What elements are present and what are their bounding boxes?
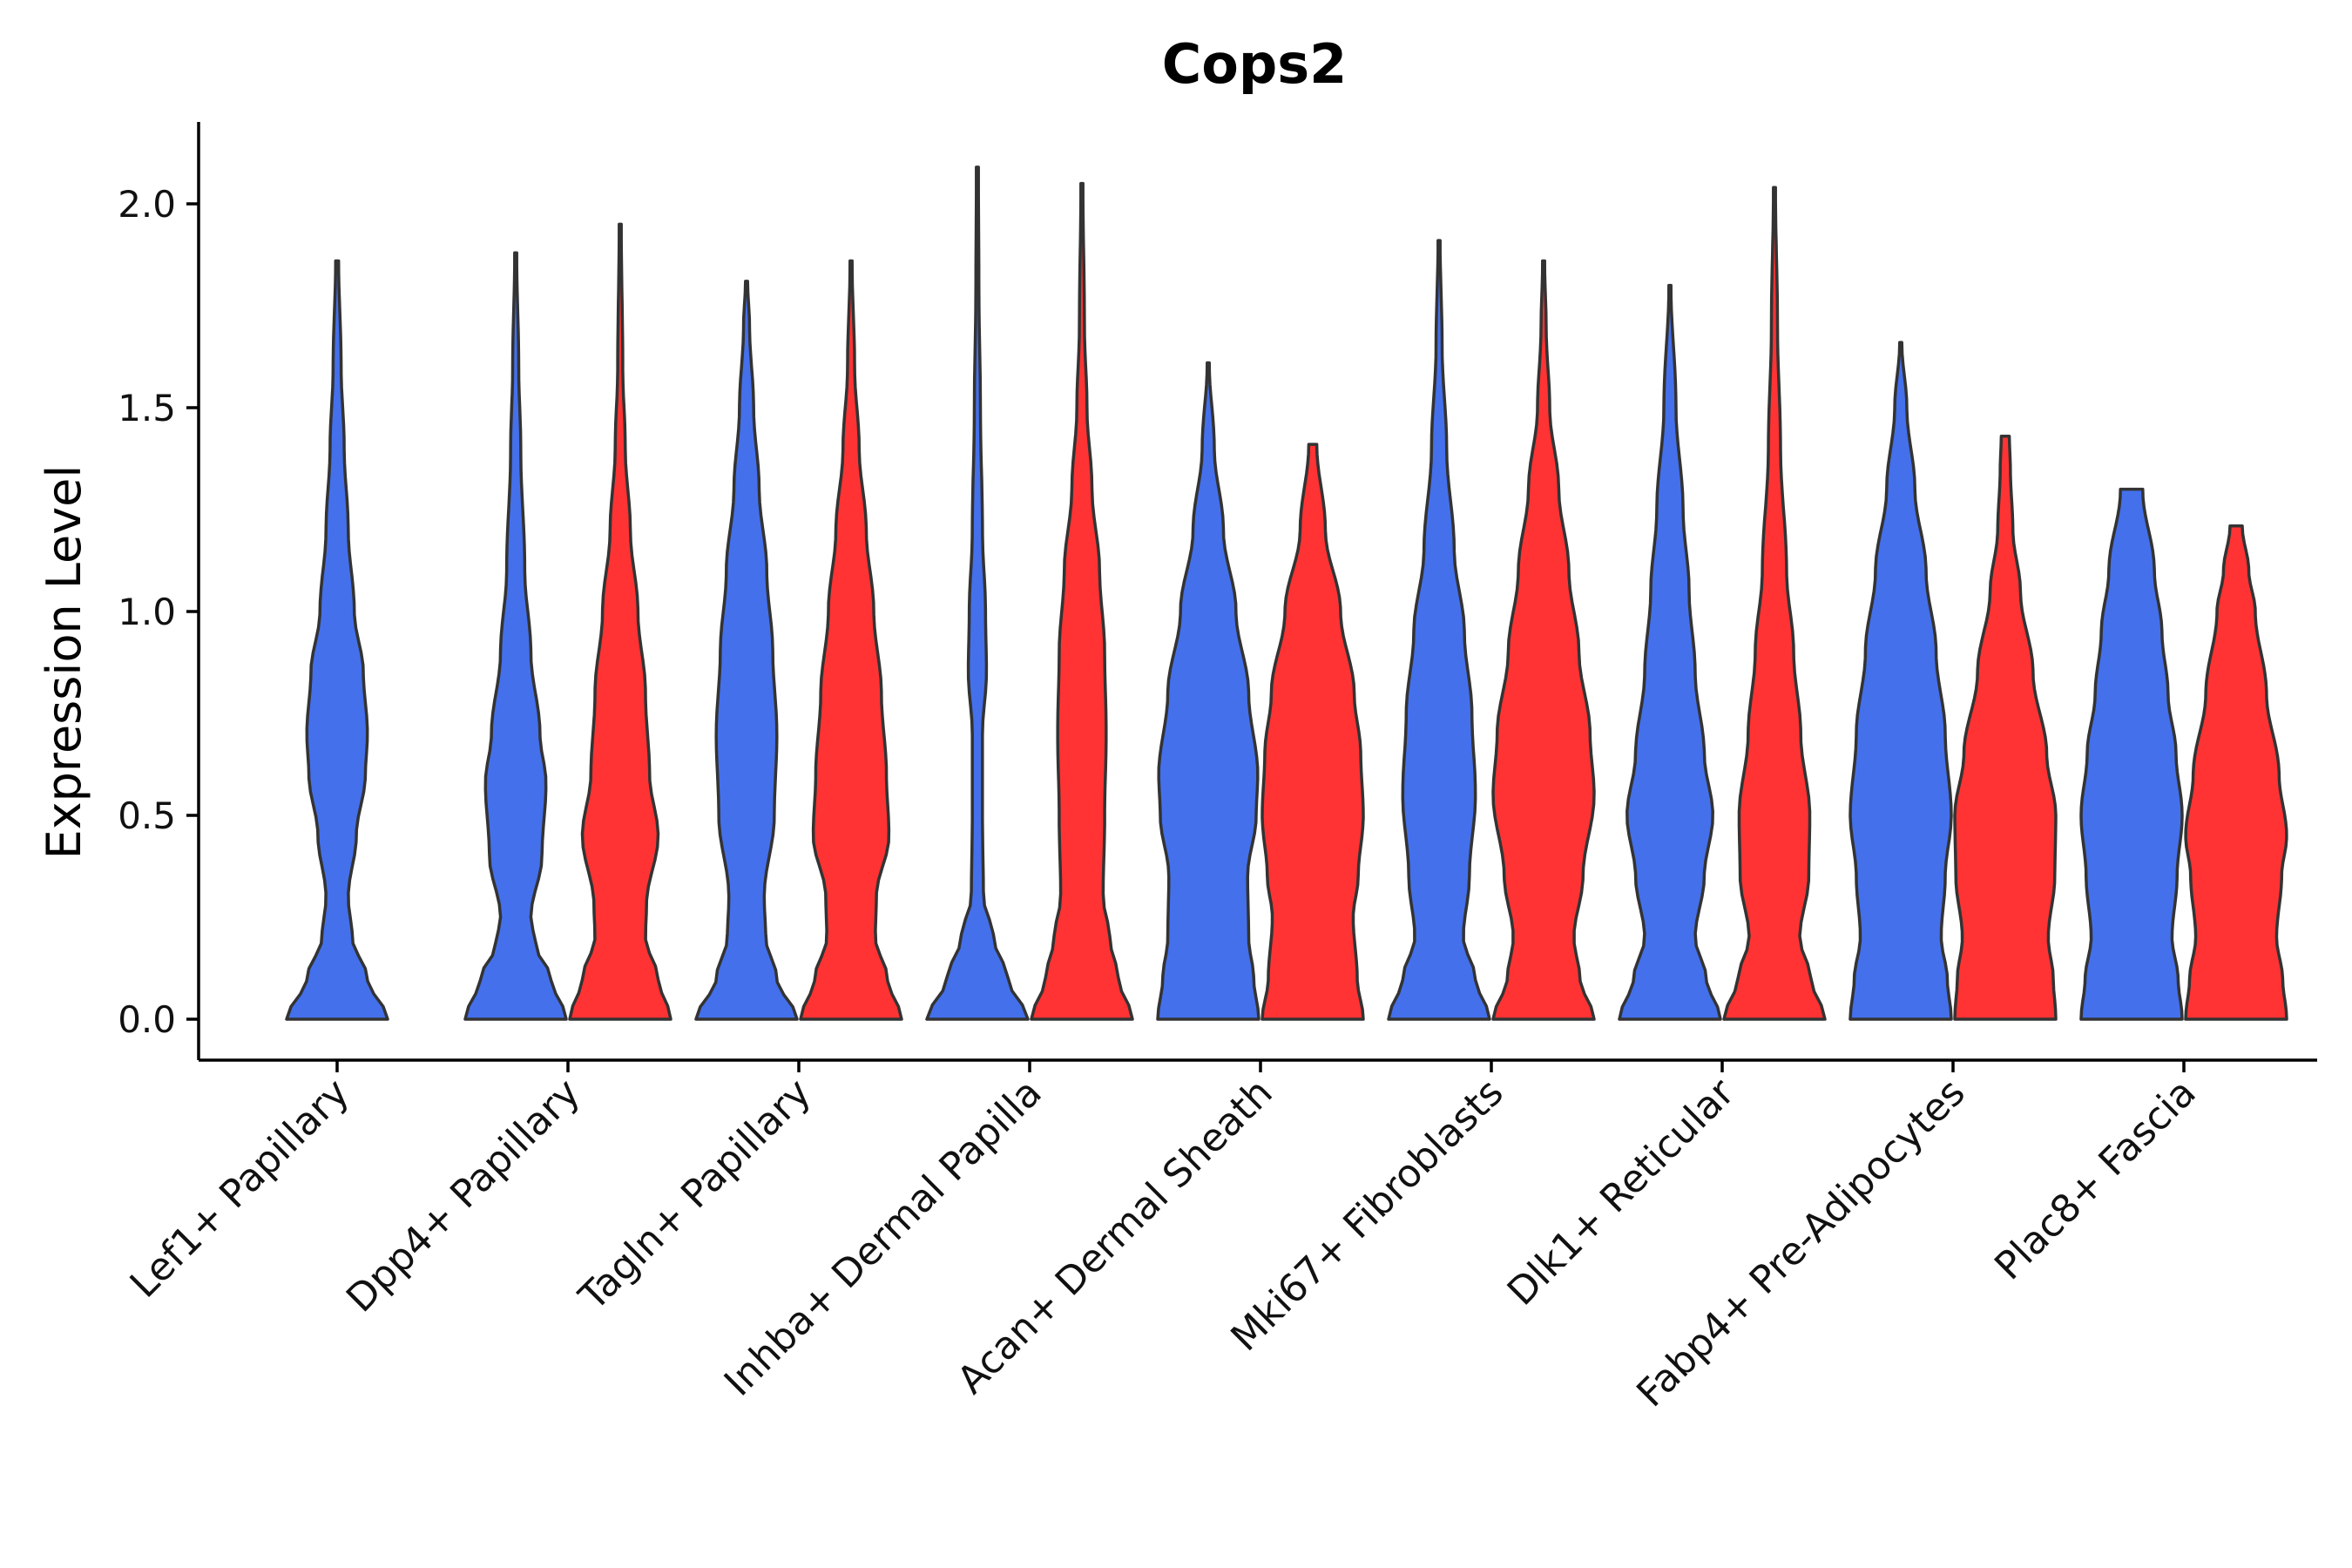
violin-blue-cat-3 bbox=[925, 166, 1030, 1021]
violin-blue-cat-7 bbox=[1848, 341, 1953, 1021]
violin-red-cat-6 bbox=[1722, 186, 1827, 1021]
y-tick-label: 1.5 bbox=[118, 387, 176, 429]
violin-blue-cat-8 bbox=[2079, 487, 2184, 1021]
chart-title: Cops2 bbox=[1162, 32, 1348, 96]
x-tick-label: Dlk1+ Reticular bbox=[1499, 1070, 1744, 1315]
violin-blue-cat-5 bbox=[1387, 239, 1491, 1021]
violin-blue-cat-2 bbox=[694, 280, 799, 1021]
y-axis-label: Expression Level bbox=[37, 465, 91, 860]
violin-blue-cat-1 bbox=[463, 251, 568, 1021]
violin-blue-cat-6 bbox=[1618, 283, 1722, 1021]
violin-red-cat-2 bbox=[799, 259, 903, 1021]
x-tick-label: Dpp4+ Papillary bbox=[338, 1071, 589, 1321]
violin-red-cat-1 bbox=[568, 222, 672, 1021]
violin-group bbox=[285, 166, 2288, 1021]
violin-red-cat-4 bbox=[1260, 443, 1365, 1021]
y-ticks: 0.0 0.5 1.0 1.5 2.0 bbox=[118, 183, 199, 1041]
y-tick-label: 0.5 bbox=[118, 794, 176, 837]
violin-red-cat-7 bbox=[1953, 435, 2058, 1021]
violin-red-cat-8 bbox=[2184, 524, 2288, 1021]
x-tick-label: Lef1+ Papillary bbox=[122, 1071, 358, 1307]
violin-blue-cat-0 bbox=[285, 259, 389, 1021]
y-tick-label: 1.0 bbox=[118, 591, 176, 633]
axes bbox=[197, 122, 2317, 1062]
violin-red-cat-3 bbox=[1030, 181, 1134, 1021]
violin-red-cat-5 bbox=[1491, 259, 1596, 1021]
y-tick-label: 2.0 bbox=[118, 183, 176, 226]
x-tick-label: Tagln+ Papillary bbox=[571, 1071, 820, 1320]
violin-blue-cat-4 bbox=[1156, 361, 1260, 1021]
y-tick-label: 0.0 bbox=[118, 998, 176, 1041]
x-tick-label: Plac8+ Fascia bbox=[1986, 1071, 2205, 1289]
